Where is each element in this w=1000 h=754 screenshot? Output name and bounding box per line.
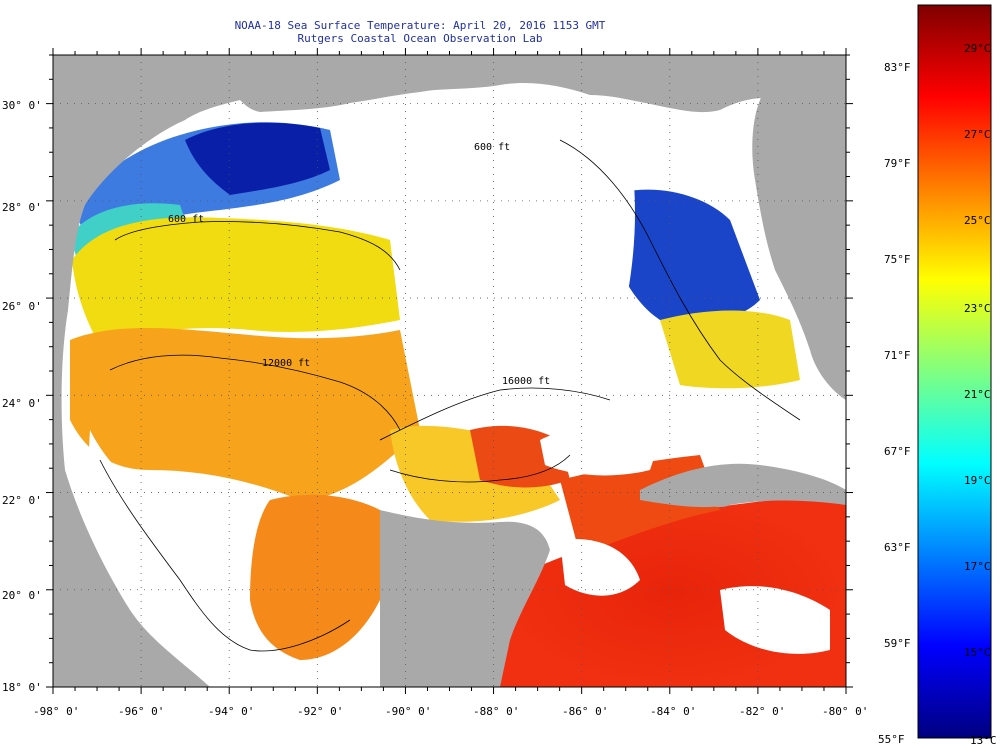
lon-label: -88° 0' [473,705,520,718]
colorbar-c-label: 25°C [964,214,991,227]
colorbar-f-label: 55°F [878,733,905,746]
cloud-caribbean-1 [720,586,830,654]
lon-label: -98° 0' [33,705,80,718]
land-mexico-texas [53,55,240,687]
contour-label: 16000 ft [502,376,550,387]
cloud-yucatan [540,425,660,476]
lon-label: -90° 0' [385,705,432,718]
lon-label: -82° 0' [739,705,786,718]
map-subtitle: Rutgers Coastal Ocean Observation Lab [297,32,543,45]
contour-yucatan-shelf [389,454,571,483]
lon-label: -96° 0' [118,705,165,718]
lat-label: 26° 0' [2,300,42,313]
land-isla-juventud [706,493,734,507]
sst-blue-florida-shelf [600,189,760,324]
lat-label: 20° 0' [2,589,42,602]
colorbar-f-label: 71°F [884,349,911,362]
contour-campeche [99,459,351,652]
graticule [53,55,846,687]
colorbar-c-label: 23°C [964,302,991,315]
lon-label: -84° 0' [650,705,697,718]
axis-ticks [46,48,853,694]
sst-orange-central [70,328,420,500]
colorbar-c-label: 27°C [964,128,991,141]
colorbar-c-label: 13°C [970,734,997,747]
sst-orange-campeche [250,494,380,660]
sst-dark-blue-nw [185,122,330,195]
colorbar-c-label: 29°C [964,42,991,55]
colorbar-c-label: 19°C [964,474,991,487]
lon-label: -86° 0' [562,705,609,718]
bathymetry-contours [99,139,801,652]
sst-yellow-west [72,217,400,345]
colorbar-f-label: 79°F [884,157,911,170]
colorbar [917,4,992,739]
contour-labels: 600 ft 600 ft 12000 ft 16000 ft [168,142,550,387]
land-florida [752,55,846,400]
lat-label: 22° 0' [2,494,42,507]
map-area: 600 ft 600 ft 12000 ft 16000 ft [53,55,846,687]
lat-label: 24° 0' [2,397,42,410]
lon-label: -80° 0' [822,705,869,718]
contour-16000ft [379,387,611,441]
lon-label: -92° 0' [297,705,344,718]
cloud-caribbean-2 [560,539,640,596]
cloud-central [398,95,635,396]
colorbar-c-label: 17°C [964,560,991,573]
colorbar-c-label: 15°C [964,646,991,659]
land-yucatan [380,510,550,687]
contour-label: 600 ft [474,142,510,153]
contour-label: 600 ft [168,214,204,225]
colorbar-f-label: 63°F [884,541,911,554]
contour-12000ft [109,354,401,431]
cloud-southwest [85,430,230,650]
colorbar-c-label: 21°C [964,388,991,401]
lat-label: 18° 0' [2,681,42,694]
lat-label: 28° 0' [2,201,42,214]
colorbar-f-label: 59°F [884,637,911,650]
lon-label: -94° 0' [208,705,255,718]
contour-600ft-west [114,221,401,271]
land-us-gulf-coast [240,55,780,113]
contour-label: 12000 ft [262,358,310,369]
land-cuba [640,463,846,508]
land [53,55,846,687]
colorbar-f-label: 83°F [884,61,911,74]
sst-yellow-florida [660,310,800,389]
colorbar-f-label: 75°F [884,253,911,266]
contour-shelf-east [559,139,801,421]
colorbar-f-label: 67°F [884,445,911,458]
lat-label: 30° 0' [2,99,42,112]
map-title: NOAA-18 Sea Surface Temperature: April 2… [234,19,606,32]
